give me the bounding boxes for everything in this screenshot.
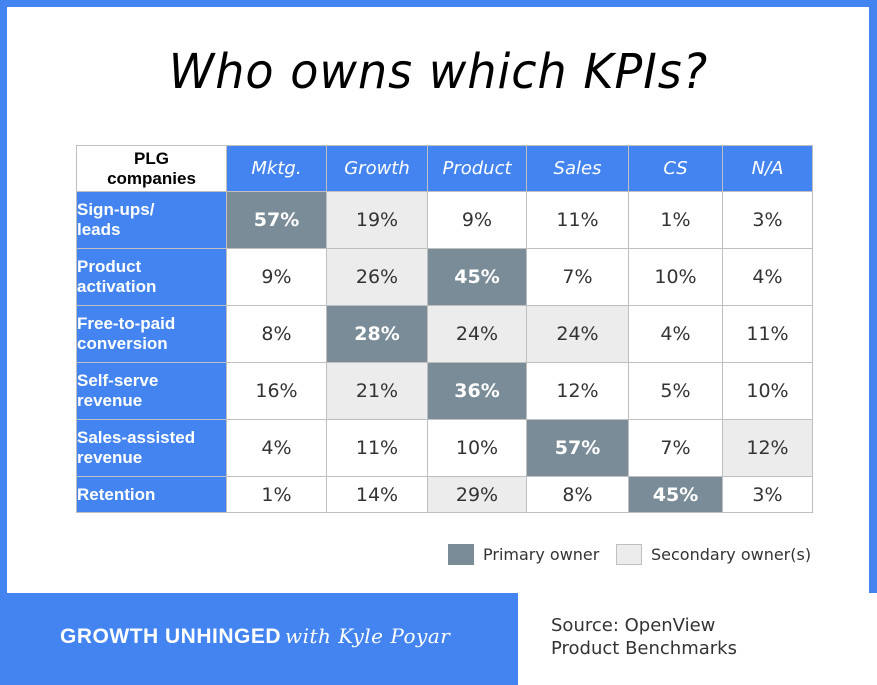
- brand-name: GROWTH UNHINGED: [60, 625, 281, 648]
- source-line2: Product Benchmarks: [551, 638, 737, 659]
- table-row: Retention 1% 14% 29% 8% 45% 3%: [76, 476, 813, 513]
- cell-sales: 8%: [526, 476, 629, 513]
- cell-mktg: 8%: [226, 305, 327, 363]
- kpi-ownership-table: PLG companies Mktg. Growth Product Sales…: [76, 145, 813, 513]
- cell-mktg: 57%: [226, 191, 327, 249]
- cell-cs: 4%: [628, 305, 723, 363]
- cell-growth: 28%: [326, 305, 428, 363]
- legend-primary: Primary owner: [448, 542, 599, 566]
- row-header-line2: leads: [77, 220, 121, 239]
- cell-cs: 7%: [628, 419, 723, 477]
- row-header: Sign-ups/leads: [76, 191, 227, 249]
- row-header-line1: Sales-assisted: [77, 428, 196, 447]
- cell-product: 29%: [427, 476, 527, 513]
- cell-na: 4%: [722, 248, 813, 306]
- cell-sales: 24%: [526, 305, 629, 363]
- cell-growth: 19%: [326, 191, 428, 249]
- legend-primary-label: Primary owner: [483, 544, 600, 564]
- row-header: Retention: [76, 476, 227, 513]
- row-header-line2: activation: [77, 277, 157, 296]
- column-header-sales: Sales: [526, 145, 629, 192]
- cell-cs: 10%: [628, 248, 723, 306]
- cell-mktg: 9%: [226, 248, 327, 306]
- legend-secondary: Secondary owner(s): [616, 542, 811, 566]
- cell-mktg: 4%: [226, 419, 327, 477]
- cell-mktg: 1%: [226, 476, 327, 513]
- cell-sales: 7%: [526, 248, 629, 306]
- table-body: Sign-ups/leads 57% 19% 9% 11% 1% 3% Product acti…: [76, 191, 813, 513]
- cell-product: 10%: [427, 419, 527, 477]
- chart-title: Who owns which KPIs?: [168, 42, 709, 100]
- footer-brand: GROWTH UNHINGED with Kyle Poyar: [60, 624, 450, 649]
- row-header-line2: revenue: [77, 391, 143, 410]
- table-row: Self-serve revenue 16% 21% 36% 12% 5% 10%: [76, 362, 813, 420]
- cell-sales: 12%: [526, 362, 629, 420]
- table-corner-label: PLG companies: [76, 145, 227, 192]
- source-line1: Source: OpenView: [551, 615, 716, 636]
- row-header-line2: revenue: [77, 448, 143, 467]
- row-header: Free-to-paid conversion: [76, 305, 227, 363]
- column-header-mktg: Mktg.: [226, 145, 327, 192]
- cell-na: 3%: [722, 476, 813, 513]
- cell-cs: 45%: [628, 476, 723, 513]
- row-header-line1: Sign-ups/: [77, 200, 155, 219]
- row-header: Self-serve revenue: [76, 362, 227, 420]
- cell-na: 12%: [722, 419, 813, 477]
- column-header-product: Product: [427, 145, 527, 192]
- legend-primary-swatch: [448, 543, 474, 565]
- legend-secondary-label: Secondary owner(s): [651, 544, 812, 564]
- source-box: Source: OpenView Product Benchmarks: [518, 593, 877, 685]
- table-row: Sales-assisted revenue 4% 11% 10% 57% 7% 12%: [76, 419, 813, 477]
- row-header: Product activation: [76, 248, 227, 306]
- source-text: Source: OpenView Product Benchmarks: [551, 614, 851, 660]
- corner-label-line2: companies: [107, 168, 196, 188]
- row-header-line1: Free-to-paid: [77, 314, 176, 333]
- row-header-line1: Self-serve: [77, 371, 159, 390]
- cell-growth: 11%: [326, 419, 428, 477]
- row-header-line1: Retention: [77, 484, 156, 504]
- column-header-na: N/A: [722, 145, 813, 192]
- cell-product: 9%: [427, 191, 527, 249]
- row-header-line2: conversion: [77, 334, 168, 353]
- brand-with-author: with Kyle Poyar: [285, 624, 451, 648]
- cell-growth: 26%: [326, 248, 428, 306]
- row-header: Sales-assisted revenue: [76, 419, 227, 477]
- table-row: Product activation 9% 26% 45% 7% 10% 4%: [76, 248, 813, 306]
- cell-product: 36%: [427, 362, 527, 420]
- column-header-cs: CS: [628, 145, 723, 192]
- cell-na: 11%: [722, 305, 813, 363]
- table-header-row: PLG companies Mktg. Growth Product Sales…: [76, 145, 813, 192]
- column-header-growth: Growth: [326, 145, 428, 192]
- cell-sales: 57%: [526, 419, 629, 477]
- cell-cs: 5%: [628, 362, 723, 420]
- cell-product: 24%: [427, 305, 527, 363]
- cell-growth: 14%: [326, 476, 428, 513]
- legend-secondary-swatch: [616, 543, 642, 565]
- cell-na: 3%: [722, 191, 813, 249]
- corner-label-line1: PLG: [134, 148, 169, 168]
- cell-cs: 1%: [628, 191, 723, 249]
- cell-growth: 21%: [326, 362, 428, 420]
- cell-sales: 11%: [526, 191, 629, 249]
- table-row: Free-to-paid conversion 8% 28% 24% 24% 4% 11%: [76, 305, 813, 363]
- row-header-line1: Product: [77, 257, 142, 276]
- cell-na: 10%: [722, 362, 813, 420]
- cell-product: 45%: [427, 248, 527, 306]
- table-row: Sign-ups/leads 57% 19% 9% 11% 1% 3%: [76, 191, 813, 249]
- cell-mktg: 16%: [226, 362, 327, 420]
